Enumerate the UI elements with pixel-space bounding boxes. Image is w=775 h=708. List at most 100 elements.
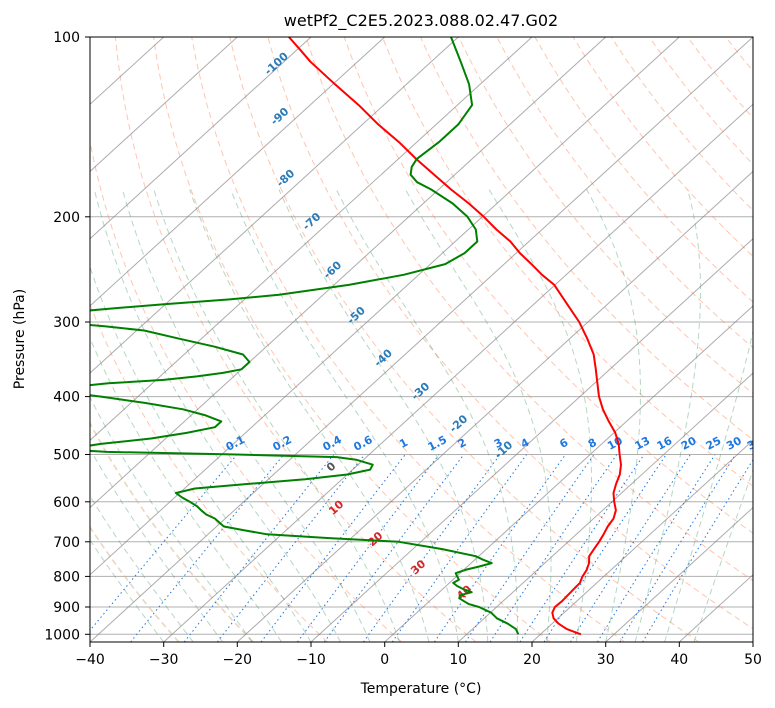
mixing-ratio-line: [569, 454, 691, 642]
x-tick-label: −20: [223, 652, 253, 668]
isotherm: [90, 37, 459, 374]
plot-area: 0.10.20.40.611.52346810131620253036-100-…: [90, 37, 765, 642]
moist-adiabat: [93, 189, 341, 642]
moist-adiabat: [405, 189, 552, 642]
moist-adiabat: [90, 265, 312, 642]
y-tick-label: 700: [53, 535, 80, 551]
mixing-ratio-line: [323, 454, 465, 642]
y-axis: 100 200 300 400 500 600 700 800 900 1000: [44, 30, 90, 643]
dry-adiabat: [114, 37, 477, 642]
moist-adiabats: [90, 189, 753, 642]
moist-adiabat: [586, 189, 641, 642]
x-tick-label: 20: [523, 652, 541, 668]
isotherms: [90, 37, 753, 642]
mixing-ratio-label: 30: [724, 434, 744, 453]
mixing-ratio-label: 13: [633, 434, 653, 453]
isotherm: [236, 170, 753, 642]
dry-adiabat: [496, 37, 753, 349]
dry-adiabat: [458, 37, 753, 395]
sounding-series: [90, 37, 622, 636]
mixing-ratio-line: [596, 454, 716, 642]
mixing-ratio-line: [619, 454, 737, 642]
isotherm: [531, 439, 753, 642]
dry-adiabat: [90, 525, 180, 642]
x-tick-label: 40: [670, 652, 688, 668]
mixing-ratio-line: [130, 454, 285, 642]
isotherm: [90, 37, 680, 576]
isotherm: [90, 37, 753, 642]
mixing-ratio-label: 25: [704, 434, 724, 453]
moist-adiabat: [230, 189, 459, 642]
isotherm: [90, 37, 533, 442]
y-tick-label: 800: [53, 569, 80, 585]
dry-adiabats: [90, 37, 753, 642]
mixing-ratio-line: [183, 454, 335, 642]
x-tick-label: 0: [380, 652, 389, 668]
mixing-ratio-line: [362, 454, 501, 642]
mixing-ratio-line: [90, 454, 238, 632]
x-tick-label: 10: [449, 652, 467, 668]
mixing-ratio-line: [543, 454, 667, 642]
mixing-ratio-line: [433, 454, 566, 642]
dry-adiabat: [343, 37, 753, 534]
x-tick-label: 30: [597, 652, 615, 668]
y-tick-label: 400: [53, 390, 80, 406]
moist-adiabat: [664, 329, 753, 642]
mixing-ratio-label: 16: [655, 434, 675, 453]
mixing-ratio-label: 10: [605, 434, 625, 453]
mixing-ratio-label: 20: [679, 434, 699, 453]
y-tick-label: 1000: [44, 627, 80, 643]
dry-adiabat: [90, 139, 403, 642]
dewpoint-profile: [90, 37, 520, 635]
plot-frame: [89, 36, 754, 643]
moist-adiabat: [153, 189, 400, 642]
moist-adiabat: [634, 189, 701, 642]
y-tick-label: 900: [53, 600, 80, 616]
dry-adiabat: [90, 302, 328, 642]
isotherm: [457, 372, 753, 642]
x-axis-label: Temperature (°C): [360, 681, 482, 697]
mixing-ratio-label: 36: [745, 434, 765, 453]
mixing-ratio-lines: [90, 454, 753, 642]
mixing-ratio-line: [489, 454, 618, 642]
temperature-profile: [288, 37, 622, 636]
isotherm: [90, 37, 238, 173]
moist-adiabat: [693, 468, 753, 642]
mixing-ratio-line: [519, 454, 645, 642]
y-tick-label: 600: [53, 495, 80, 511]
x-axis: −40 −30 −20 −10 0 10 20 30 40 50: [75, 642, 762, 668]
dry-adiabat: [229, 37, 700, 642]
isotherm: [605, 506, 753, 642]
y-tick-label: 300: [53, 315, 80, 331]
isotherm: [310, 237, 753, 642]
isotherm: [90, 37, 607, 509]
moist-adiabat: [335, 189, 518, 642]
dry-adiabat: [420, 37, 753, 441]
mixing-ratio-line: [391, 454, 528, 642]
moist-adiabat: [90, 395, 253, 642]
isotherm: [90, 37, 312, 240]
moist-adiabat: [488, 189, 592, 642]
dry-adiabat: [153, 37, 551, 642]
moist-adiabat: [278, 189, 489, 642]
y-tick-label: 100: [53, 30, 80, 46]
chart-title: wetPf2_C2E5.2023.088.02.47.G02: [284, 11, 558, 31]
isotherm: [384, 305, 753, 642]
x-tick-label: −30: [149, 652, 179, 668]
y-axis-label: Pressure (hPa): [12, 289, 28, 389]
dry-adiabat: [534, 37, 753, 303]
isotherm: [163, 103, 753, 642]
x-tick-label: 50: [744, 652, 762, 668]
isotherm: [90, 37, 386, 307]
dry-adiabat: [90, 421, 254, 642]
y-tick-label: 200: [53, 210, 80, 226]
dry-adiabat: [381, 37, 753, 487]
moist-adiabat: [189, 189, 430, 642]
x-tick-label: −10: [296, 652, 326, 668]
moist-adiabat: [90, 447, 224, 642]
x-tick-label: −40: [75, 652, 105, 668]
moist-adiabat: [122, 189, 371, 642]
dry-adiabat: [267, 37, 753, 630]
